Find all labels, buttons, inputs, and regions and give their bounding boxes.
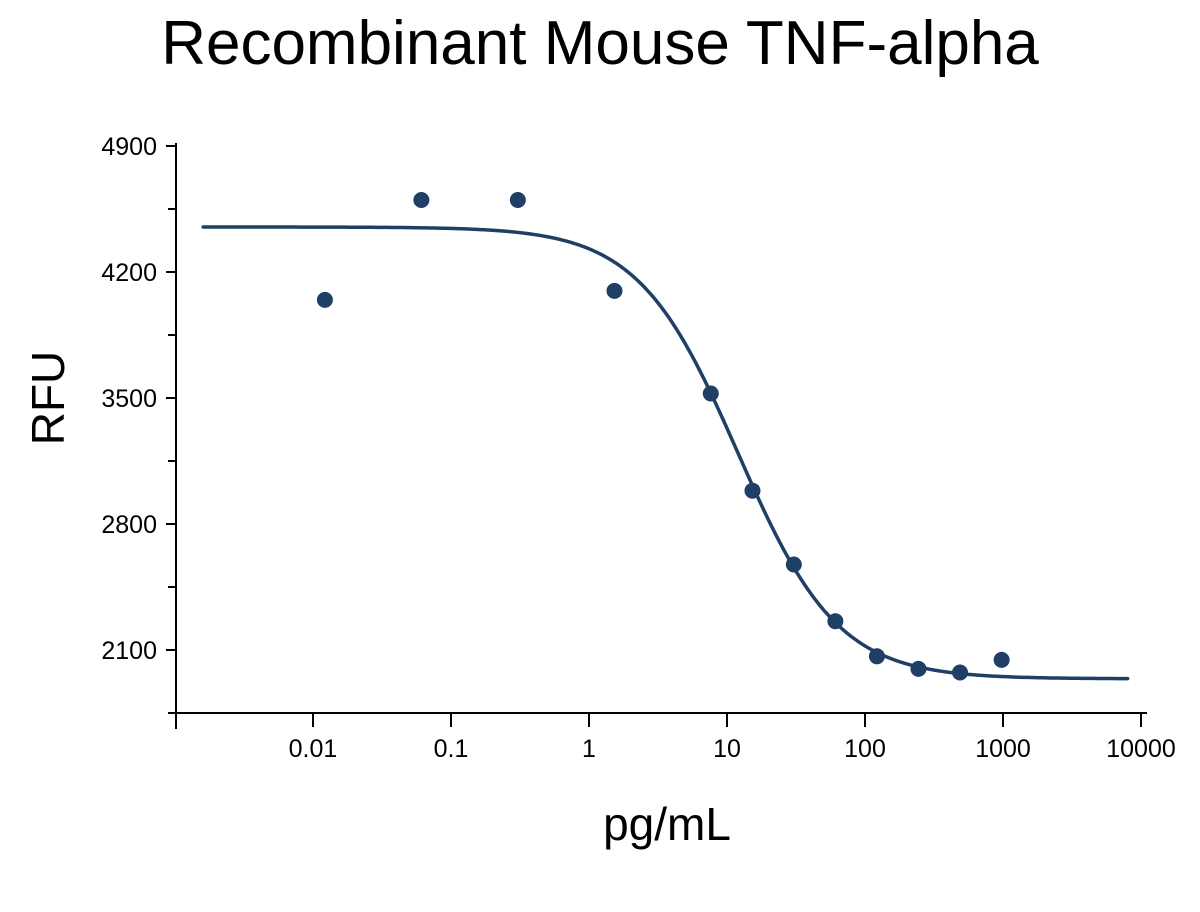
y-tick-label: 2800 <box>101 511 157 539</box>
data-point <box>868 648 885 665</box>
x-tick-label: 10000 <box>1106 735 1176 763</box>
x-tick-label: 1 <box>582 735 596 763</box>
y-axis-label: RFU <box>22 351 74 446</box>
y-axis-ticks: 2100 2800 3500 4200 4900 <box>101 133 176 714</box>
data-point <box>702 385 719 402</box>
x-tick-label: 1000 <box>975 735 1031 763</box>
fit-curve-layer <box>201 225 1130 681</box>
data-point <box>785 556 802 573</box>
data-points <box>316 192 1010 681</box>
data-point <box>952 664 969 681</box>
chart-title: Recombinant Mouse TNF-alpha <box>161 9 1039 78</box>
data-point <box>993 651 1010 668</box>
x-tick-label: 0.1 <box>434 735 469 763</box>
y-tick-label: 4200 <box>101 259 157 287</box>
x-tick-label: 0.01 <box>289 735 338 763</box>
y-tick-label: 2100 <box>101 637 157 665</box>
y-tick-label: 4900 <box>101 133 157 161</box>
x-axis-ticks: 0.01 0.1 1 10 100 1000 10000 <box>175 713 1176 763</box>
fit-curve <box>201 225 1130 681</box>
data-point <box>606 282 623 299</box>
data-point <box>509 192 526 208</box>
x-axis-label: pg/mL <box>603 798 731 850</box>
x-tick-label: 100 <box>844 735 886 763</box>
data-point <box>316 291 333 308</box>
x-tick-label: 10 <box>713 735 741 763</box>
data-point <box>413 192 430 208</box>
data-point <box>827 613 844 630</box>
y-tick-label: 3500 <box>101 385 157 413</box>
data-point <box>744 482 761 499</box>
data-point <box>910 660 927 677</box>
